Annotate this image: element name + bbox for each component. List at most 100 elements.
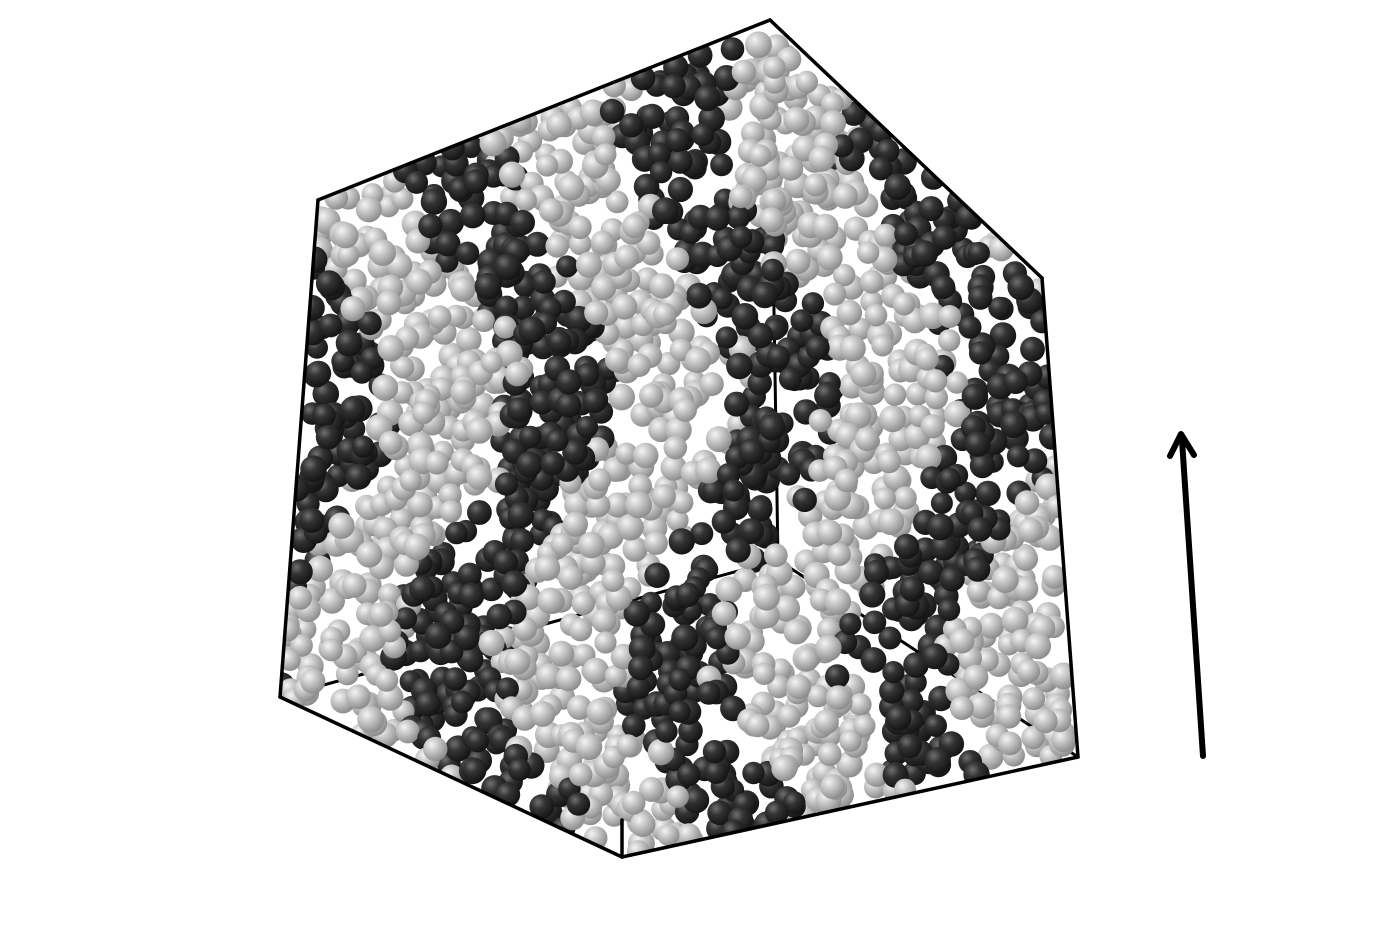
light-sphere	[699, 372, 724, 397]
light-sphere	[938, 305, 962, 328]
light-sphere	[660, 454, 687, 481]
cube-edge-left-vertical	[278, 198, 320, 699]
light-sphere	[621, 790, 646, 815]
light-sphere	[1024, 632, 1052, 660]
dark-sphere	[963, 761, 990, 788]
dark-sphere	[518, 316, 546, 344]
light-sphere	[371, 374, 399, 401]
light-sphere	[997, 704, 1022, 729]
dark-sphere	[967, 516, 993, 542]
light-sphere	[514, 189, 537, 212]
dark-sphere	[938, 467, 961, 491]
light-sphere	[832, 183, 858, 209]
dark-sphere	[486, 603, 512, 630]
dark-sphere	[751, 281, 778, 309]
dark-sphere	[697, 681, 721, 705]
dark-sphere	[628, 635, 656, 663]
light-sphere	[568, 762, 593, 787]
direction-arrow	[1167, 431, 1206, 759]
light-sphere	[762, 188, 786, 212]
dark-sphere	[315, 424, 341, 450]
light-sphere	[378, 430, 403, 455]
dark-sphere	[405, 170, 429, 194]
light-sphere	[785, 248, 811, 275]
light-sphere	[534, 555, 561, 581]
light-sphere	[864, 762, 889, 787]
light-sphere	[529, 701, 556, 727]
light-sphere	[905, 382, 930, 406]
dark-sphere	[451, 690, 474, 714]
dark-sphere	[931, 274, 956, 300]
light-sphere	[591, 608, 617, 634]
light-sphere	[568, 618, 593, 642]
dark-sphere	[918, 559, 944, 585]
light-sphere	[813, 709, 839, 735]
dark-sphere	[463, 169, 488, 194]
light-sphere	[892, 292, 916, 316]
dark-sphere	[739, 518, 765, 543]
dark-sphere	[668, 700, 691, 723]
light-sphere	[821, 92, 844, 116]
light-sphere	[357, 706, 385, 733]
dark-sphere	[1030, 309, 1055, 334]
light-sphere	[777, 704, 801, 728]
dark-sphere	[453, 624, 480, 651]
light-sphere	[877, 449, 901, 474]
light-sphere	[871, 334, 894, 357]
dark-sphere	[435, 249, 459, 273]
light-sphere	[673, 398, 697, 422]
dark-sphere	[532, 270, 556, 294]
light-sphere	[978, 612, 1005, 639]
light-sphere	[763, 56, 786, 79]
light-sphere	[753, 583, 780, 611]
dark-sphere	[467, 500, 492, 525]
light-sphere	[604, 664, 627, 688]
light-sphere	[806, 684, 830, 708]
dark-sphere	[964, 431, 991, 457]
dark-sphere	[686, 282, 712, 309]
dark-sphere	[509, 209, 535, 236]
light-sphere	[604, 347, 630, 373]
dark-sphere	[711, 509, 736, 534]
light-sphere	[594, 631, 617, 654]
light-sphere	[1001, 606, 1029, 634]
dark-sphere	[777, 463, 801, 486]
dark-sphere	[655, 720, 678, 743]
arrow-head	[1167, 431, 1197, 459]
dark-sphere	[707, 800, 733, 826]
light-sphere	[864, 303, 888, 327]
light-sphere	[949, 696, 974, 720]
dark-sphere	[859, 581, 886, 608]
light-sphere	[670, 491, 694, 514]
light-sphere	[705, 426, 732, 453]
dark-sphere	[897, 733, 922, 759]
light-sphere	[827, 542, 851, 567]
light-sphere	[340, 296, 366, 322]
dark-sphere	[582, 389, 607, 414]
light-sphere	[998, 731, 1022, 756]
dark-sphere	[545, 429, 569, 452]
light-sphere	[578, 531, 605, 559]
light-sphere	[395, 719, 420, 744]
dark-sphere	[726, 205, 751, 230]
light-sphere	[332, 222, 359, 249]
dark-sphere	[619, 113, 644, 138]
light-sphere	[685, 347, 711, 374]
dark-sphere	[675, 582, 701, 608]
dark-sphere	[722, 479, 745, 502]
arrow-shaft	[1179, 437, 1206, 759]
light-sphere	[588, 468, 612, 492]
dark-sphere	[500, 570, 528, 597]
light-sphere	[288, 585, 312, 610]
light-sphere	[590, 275, 617, 301]
light-sphere	[537, 587, 564, 614]
light-sphere	[778, 156, 804, 181]
dark-sphere	[725, 537, 751, 563]
light-sphere	[883, 383, 907, 407]
light-sphere	[816, 519, 843, 546]
dark-sphere	[418, 213, 443, 239]
light-sphere	[504, 648, 531, 675]
light-sphere	[820, 110, 846, 136]
light-sphere	[817, 742, 842, 767]
light-sphere	[584, 300, 609, 325]
